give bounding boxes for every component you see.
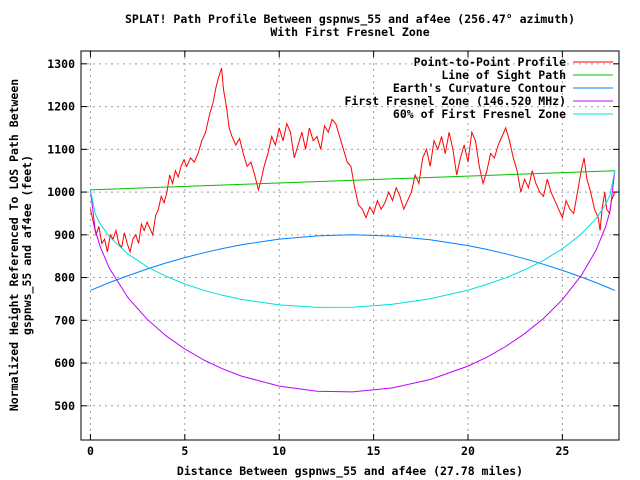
x-tick-label: 15 [367,444,381,458]
y-tick-label: 1100 [47,142,75,156]
series-line-point-to-point-profile [89,67,616,254]
x-tick-label: 5 [181,444,188,458]
series-line-60-of-first-fresnel-zone [89,170,616,308]
axis-ticks: 0 5 10 15 20 25 500 600 700 800 900 1000 1100 1200 130… [47,51,619,458]
y-tick-label: 1300 [47,57,75,71]
x-tick-label: 0 [87,444,94,458]
x-tick-label: 10 [272,444,286,458]
y-tick-label: 1000 [47,185,75,199]
y-tick-label: 600 [54,356,75,370]
x-tick-label: 25 [555,444,569,458]
series-group [89,67,616,393]
chart-title-line-2: With First Fresnel Zone [270,25,429,39]
y-tick-label: 1200 [47,100,75,114]
series-line-earth-s-curvature-contour [90,234,615,291]
legend-label-line-of-sight-path: Line of Sight Path [441,68,566,82]
series-line-line-of-sight-path [90,170,615,191]
y-tick-label: 500 [54,399,75,413]
y-axis-label-line-2: gspnws_55 and af4ee (feet) [20,155,35,335]
y-tick-label: 700 [54,313,75,327]
legend-label-point-to-point-profile: Point-to-Point Profile [414,55,566,69]
legend-label-60-of-first-fresnel-zone: 60% of First Fresnel Zone [393,107,566,121]
legend-label-earth-s-curvature-contour: Earth's Curvature Contour [393,81,566,95]
y-tick-label: 800 [54,271,75,285]
plot-frame [80,50,620,441]
x-tick-label: 20 [461,444,475,458]
legend-label-first-fresnel-zone-146-520-mhz: First Fresnel Zone (146.520 MHz) [344,94,566,108]
chart-title-line-1: SPLAT! Path Profile Between gspnws_55 an… [125,12,575,27]
x-axis-label: Distance Between gspnws_55 and af4ee (27… [177,464,523,479]
series-line-first-fresnel-zone-146-520-mhz [89,170,616,393]
y-axis-label-line-1: Normalized Height Referenced To LOS Path… [7,79,21,411]
y-tick-label: 900 [54,228,75,242]
grid [81,51,619,440]
